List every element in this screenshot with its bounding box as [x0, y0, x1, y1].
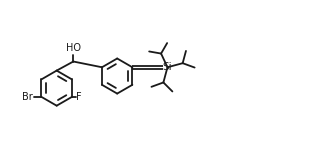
Text: F: F: [76, 92, 82, 102]
Text: Br: Br: [22, 92, 32, 102]
Text: HO: HO: [66, 43, 81, 53]
Text: Si: Si: [163, 62, 172, 72]
